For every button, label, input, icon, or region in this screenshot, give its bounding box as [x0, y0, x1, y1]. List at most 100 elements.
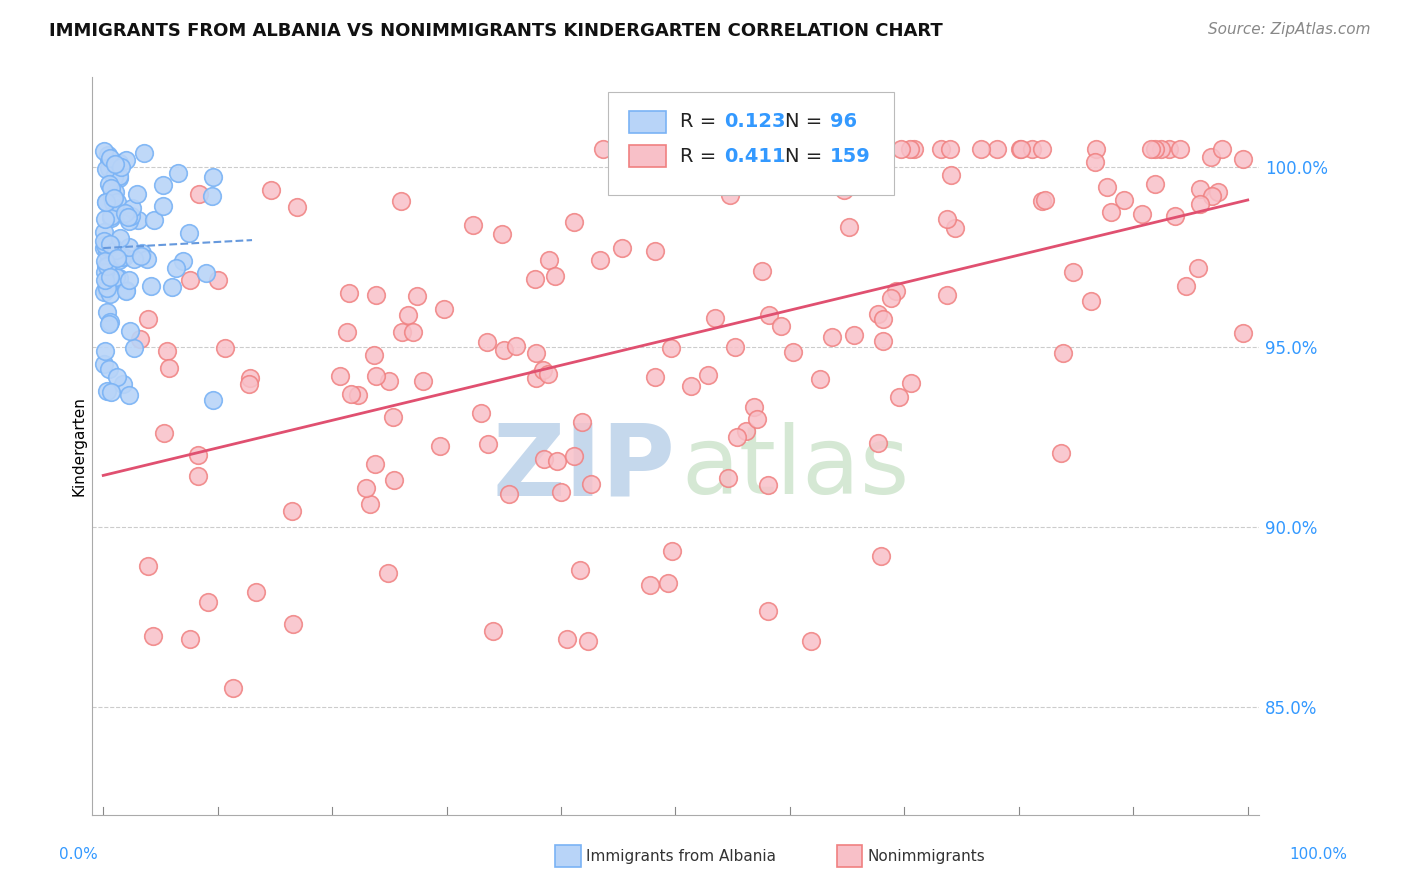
Point: [122, 341, 145, 355]
Text: 100.0%: 100.0%: [1289, 847, 1347, 862]
Point: [127, 213, 149, 227]
Point: [939, 142, 962, 156]
Point: [378, 374, 401, 388]
Point: [562, 215, 585, 229]
Point: [555, 632, 578, 646]
Point: [402, 325, 425, 339]
Point: [718, 187, 741, 202]
Point: [98, 287, 121, 301]
Point: [1031, 194, 1053, 208]
Point: [105, 369, 128, 384]
Point: [661, 544, 683, 558]
Point: [238, 377, 260, 392]
Point: [477, 437, 499, 451]
Point: [1084, 142, 1107, 156]
Point: [900, 376, 922, 390]
Point: [1189, 182, 1212, 196]
Y-axis label: Kindergarten: Kindergarten: [72, 396, 86, 496]
Point: [153, 426, 176, 441]
Point: [735, 424, 758, 438]
Point: [391, 325, 413, 339]
Point: [1144, 142, 1167, 156]
Point: [610, 241, 633, 255]
Text: atlas: atlas: [682, 422, 910, 514]
Point: [152, 198, 174, 212]
Point: [1144, 177, 1167, 191]
Text: 159: 159: [830, 147, 870, 166]
Text: ZIP: ZIP: [492, 419, 675, 516]
Point: [108, 230, 131, 244]
Point: [562, 449, 585, 463]
Point: [114, 153, 136, 168]
Point: [1211, 142, 1233, 156]
Text: R =: R =: [681, 147, 723, 166]
Point: [986, 142, 1008, 156]
Point: [935, 287, 957, 301]
Point: [1033, 193, 1056, 207]
Point: [98, 315, 121, 329]
Point: [177, 226, 200, 240]
Point: [832, 183, 855, 197]
Point: [347, 388, 370, 402]
Text: IMMIGRANTS FROM ALBANIA VS NONIMMIGRANTS KINDERGARTEN CORRELATION CHART: IMMIGRANTS FROM ALBANIA VS NONIMMIGRANTS…: [49, 22, 943, 40]
Point: [115, 283, 138, 297]
Point: [1232, 152, 1254, 166]
Point: [1062, 265, 1084, 279]
Point: [97, 177, 120, 191]
Bar: [837, 845, 862, 867]
Point: [201, 169, 224, 184]
Point: [405, 289, 427, 303]
Point: [1157, 142, 1180, 156]
Point: [101, 195, 124, 210]
Point: [200, 188, 222, 202]
Point: [111, 250, 134, 264]
Point: [1164, 209, 1187, 223]
Point: [100, 209, 122, 223]
Point: [1150, 142, 1173, 156]
Point: [96, 240, 118, 254]
Point: [187, 448, 209, 462]
Point: [98, 161, 121, 175]
Point: [929, 142, 952, 156]
Point: [679, 379, 702, 393]
Point: [1050, 446, 1073, 460]
Point: [1175, 278, 1198, 293]
Point: [461, 218, 484, 232]
Point: [100, 189, 122, 203]
Point: [103, 169, 125, 184]
Point: [524, 345, 547, 359]
Point: [538, 253, 561, 268]
Point: [491, 227, 513, 241]
Point: [941, 168, 963, 182]
Point: [112, 250, 135, 264]
Point: [1130, 207, 1153, 221]
Point: [1080, 294, 1102, 309]
Point: [1052, 346, 1074, 360]
Point: [93, 273, 115, 287]
Point: [363, 348, 385, 362]
Point: [105, 195, 128, 210]
Point: [717, 471, 740, 485]
Point: [166, 166, 188, 180]
Point: [659, 341, 682, 355]
Text: 0.411: 0.411: [724, 147, 786, 166]
Point: [100, 385, 122, 400]
Point: [903, 142, 925, 156]
Point: [1187, 260, 1209, 275]
Point: [751, 264, 773, 278]
Text: 96: 96: [830, 112, 856, 131]
Point: [758, 308, 780, 322]
Point: [260, 183, 283, 197]
Point: [524, 370, 547, 384]
Point: [644, 370, 666, 384]
Point: [107, 253, 129, 268]
Point: [728, 142, 751, 156]
Point: [576, 633, 599, 648]
Point: [136, 558, 159, 573]
Point: [412, 374, 434, 388]
Point: [870, 549, 893, 564]
Point: [152, 178, 174, 192]
Point: [890, 142, 912, 156]
Point: [336, 325, 359, 339]
Point: [879, 291, 901, 305]
